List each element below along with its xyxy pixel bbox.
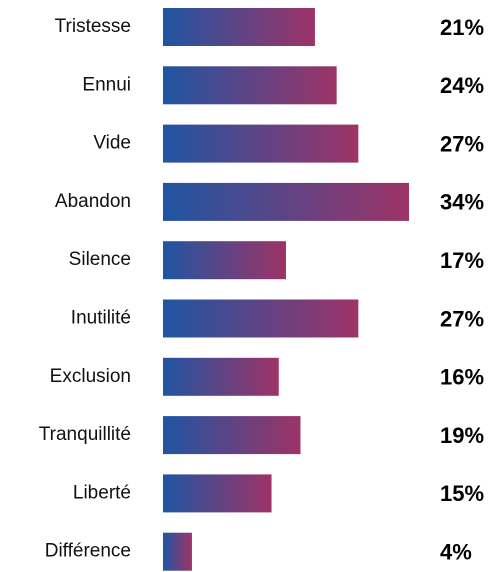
value-label: 4%: [440, 540, 472, 565]
bar: [163, 124, 359, 163]
category-label: Silence: [69, 249, 131, 270]
value-label: 27%: [440, 131, 484, 156]
bar: [163, 241, 286, 280]
bar: [163, 66, 337, 105]
bar: [163, 182, 409, 221]
value-label: 15%: [440, 481, 484, 506]
bar: [163, 416, 301, 455]
category-label: Liberté: [73, 482, 131, 503]
bar: [163, 357, 279, 396]
category-label: Tranquillité: [39, 424, 131, 445]
category-label: Vide: [93, 133, 131, 154]
value-label: 21%: [440, 15, 484, 40]
value-label: 34%: [440, 190, 484, 215]
bar: [163, 532, 192, 571]
bar: [163, 474, 272, 513]
value-label: 19%: [440, 423, 484, 448]
bar: [163, 299, 359, 338]
value-label: 24%: [440, 73, 484, 98]
category-label: Tristesse: [55, 16, 131, 37]
value-label: 27%: [440, 306, 484, 331]
category-label: Abandon: [55, 191, 131, 212]
bar: [163, 8, 315, 46]
category-label: Inutilité: [71, 308, 131, 329]
category-label: Exclusion: [50, 366, 131, 387]
value-label: 16%: [440, 365, 484, 390]
category-label: Différence: [45, 541, 131, 562]
category-label: Ennui: [82, 74, 131, 95]
value-label: 17%: [440, 248, 484, 273]
